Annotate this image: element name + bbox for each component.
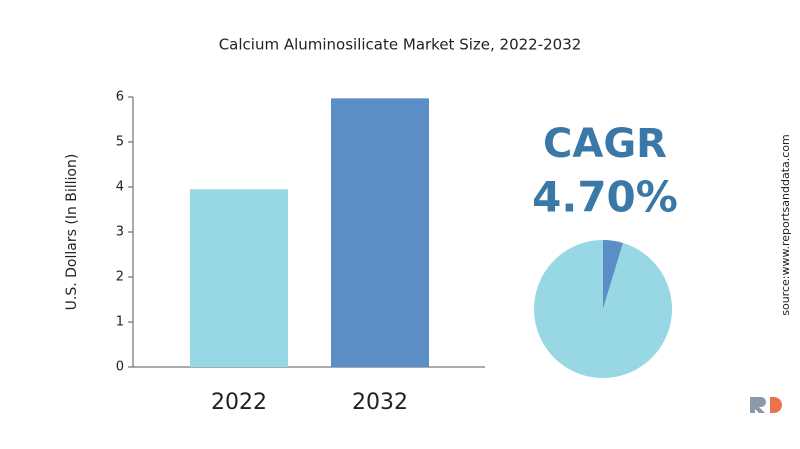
y-tick-label: 0 bbox=[116, 360, 124, 375]
cagr-text: CAGR bbox=[543, 121, 667, 167]
y-tick-label: 1 bbox=[116, 315, 124, 330]
y-tick-label: 2 bbox=[116, 270, 124, 285]
y-tick-label: 4 bbox=[116, 180, 124, 195]
y-axis-label: U.S. Dollars (In Billion) bbox=[64, 154, 80, 311]
logo bbox=[750, 397, 782, 413]
source-note: source:www.reportsanddata.com bbox=[779, 134, 792, 316]
x-tick-label: 2022 bbox=[211, 390, 267, 415]
y-tick-label: 3 bbox=[116, 225, 124, 240]
y-tick-label: 5 bbox=[116, 135, 124, 150]
y-tick-label: 6 bbox=[116, 90, 124, 105]
cagr-text: 4.70% bbox=[532, 173, 678, 222]
bar bbox=[331, 98, 429, 367]
bar bbox=[190, 189, 288, 367]
pie-slice bbox=[534, 240, 673, 378]
x-tick-label: 2032 bbox=[352, 390, 408, 415]
pie-slice bbox=[603, 240, 624, 309]
chart-title: Calcium Aluminosilicate Market Size, 202… bbox=[219, 36, 582, 54]
